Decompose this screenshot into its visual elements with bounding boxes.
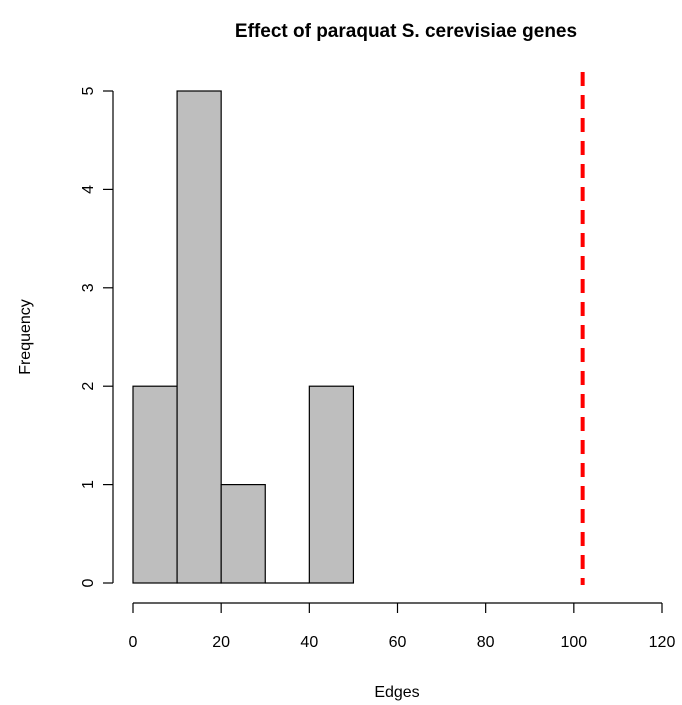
x-axis-label: Edges: [374, 684, 419, 701]
x-tick-label: 40: [300, 634, 318, 651]
chart-title: Effect of paraquat S. cerevisiae genes: [235, 21, 577, 42]
x-tick-label: 0: [129, 634, 138, 651]
histogram-bar: [176, 90, 222, 584]
y-tick-label: 4: [80, 185, 97, 194]
x-tick-label: 20: [212, 634, 230, 651]
x-axis: 0 20 40 60 80 100 120: [129, 602, 676, 651]
histogram-bar: [132, 385, 178, 584]
y-tick-label: 1: [80, 480, 97, 489]
x-tick-label: 80: [477, 634, 495, 651]
y-axis: 0 1 2 3 4 5: [80, 86, 114, 587]
histogram-bar: [308, 385, 355, 584]
x-tick-label: 120: [649, 634, 676, 651]
x-tick-label: 60: [389, 634, 407, 651]
y-axis-label: Frequency: [17, 299, 34, 375]
y-tick-label: 0: [80, 578, 97, 587]
y-tick-label: 2: [80, 382, 97, 391]
histogram-bar: [220, 484, 266, 584]
bars-group: [132, 90, 355, 584]
y-tick-label: 3: [80, 283, 97, 292]
x-tick-label: 100: [560, 634, 587, 651]
y-tick-label: 5: [80, 86, 97, 95]
